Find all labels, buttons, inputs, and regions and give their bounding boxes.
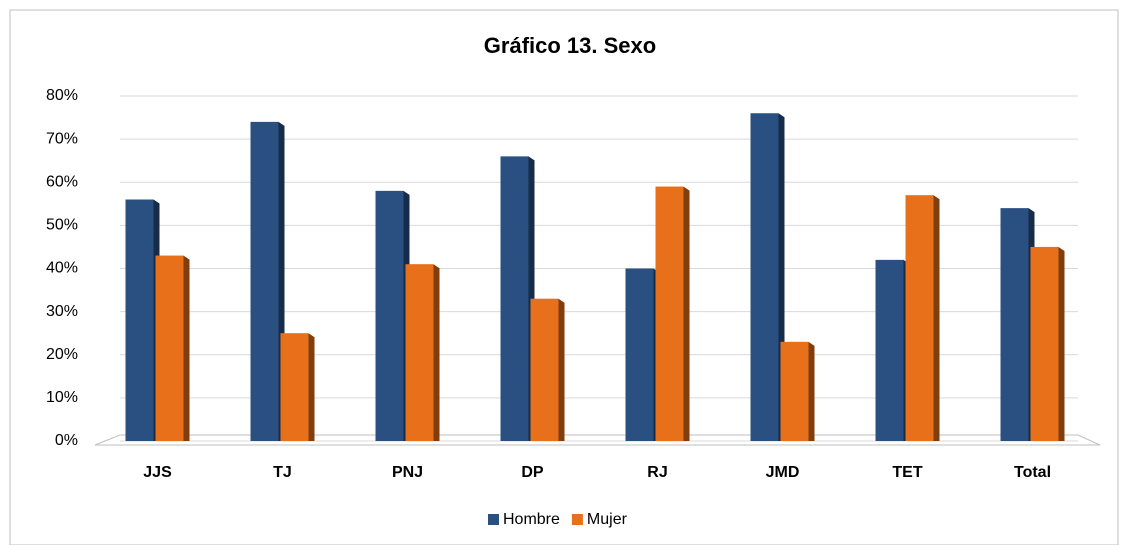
bar-side: [683, 186, 690, 441]
bar: [155, 255, 184, 441]
y-tick-label: 40%: [46, 260, 78, 277]
bar: [750, 113, 779, 441]
bar: [875, 259, 904, 441]
bar: [625, 268, 654, 441]
bar: [655, 186, 684, 441]
chart-title: Gráfico 13. Sexo: [484, 33, 656, 58]
y-tick-label: 10%: [46, 389, 78, 406]
bar: [905, 195, 934, 441]
legend-label: Mujer: [587, 511, 628, 528]
bar-side: [308, 333, 315, 441]
bar-side: [808, 341, 815, 441]
bar: [1000, 208, 1029, 441]
bar-side: [1058, 246, 1065, 441]
bar-side: [558, 298, 565, 441]
bar: [125, 199, 154, 441]
x-tick-label: JJS: [143, 464, 172, 481]
bar: [530, 298, 559, 441]
x-tick-label: TET: [892, 464, 922, 481]
bar-side: [933, 195, 940, 441]
y-tick-label: 0%: [55, 432, 78, 449]
y-tick-label: 50%: [46, 217, 78, 234]
x-tick-label: TJ: [273, 464, 292, 481]
y-tick-label: 20%: [46, 346, 78, 363]
legend-label: Hombre: [503, 511, 560, 528]
bar: [1030, 246, 1059, 441]
bar-side: [183, 255, 190, 441]
y-tick-label: 60%: [46, 173, 78, 190]
x-tick-label: DP: [521, 464, 544, 481]
floor: [94, 434, 1101, 446]
legend-swatch: [488, 514, 499, 525]
legend-swatch: [571, 514, 583, 525]
bar: [250, 121, 279, 441]
x-tick-label: RJ: [647, 464, 667, 481]
y-tick-label: 70%: [46, 130, 78, 147]
bar: [280, 333, 309, 441]
y-tick-label: 80%: [46, 87, 78, 104]
bar: [375, 190, 404, 441]
bar: [780, 341, 809, 441]
bar-side: [433, 264, 440, 441]
x-tick-label: Total: [1014, 464, 1051, 481]
y-tick-label: 30%: [46, 303, 78, 320]
x-tick-label: JMD: [766, 464, 800, 481]
bar: [405, 264, 434, 441]
x-tick-label: PNJ: [392, 464, 423, 481]
bar: [500, 156, 529, 441]
